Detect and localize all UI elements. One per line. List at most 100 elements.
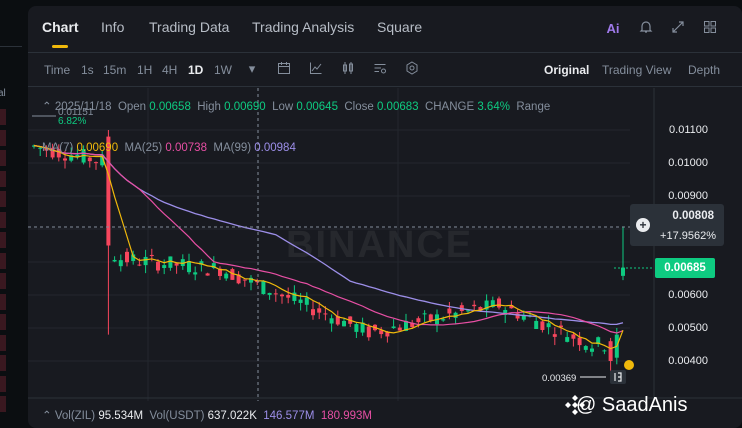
- view-original[interactable]: Original: [544, 63, 590, 77]
- tab-bar: Chart Info Trading Data Trading Analysis…: [28, 6, 742, 50]
- candle-body: [273, 293, 278, 295]
- candle-body: [360, 322, 365, 333]
- candle-body: [472, 304, 477, 307]
- candle-body: [385, 331, 390, 337]
- ohlc-legend: ⌃ 2025/11/18 Open 0.00658 High 0.00690 L…: [42, 99, 550, 113]
- side-row-bg: [0, 232, 6, 248]
- drawing-tools-icon[interactable]: [372, 61, 388, 77]
- active-tab-underline: [52, 45, 68, 48]
- candle-body: [199, 261, 204, 265]
- candle-body: [422, 313, 427, 315]
- side-row-bg: [0, 129, 6, 146]
- x-logo-icon: [565, 395, 585, 415]
- close-label: Close: [344, 101, 374, 113]
- candle-body: [230, 269, 235, 280]
- candle-body: [583, 346, 588, 350]
- event-badge[interactable]: [610, 370, 626, 384]
- candle-type-icon[interactable]: [340, 61, 356, 77]
- view-trading-view[interactable]: Trading View: [602, 63, 672, 77]
- tab-trading-analysis[interactable]: Trading Analysis: [252, 19, 355, 35]
- expand-icon[interactable]: [669, 20, 687, 38]
- candle-body: [87, 157, 92, 162]
- candle-body: [590, 348, 594, 352]
- interval-1s[interactable]: 1s: [81, 63, 94, 77]
- tab-square[interactable]: Square: [377, 19, 423, 35]
- candle-body: [621, 267, 625, 276]
- indicator-icon[interactable]: [308, 61, 324, 77]
- candle-body: [236, 274, 241, 284]
- candle-body: [131, 254, 136, 262]
- candle-body: [156, 261, 160, 271]
- view-depth[interactable]: Depth: [688, 63, 721, 77]
- more-intervals-icon[interactable]: ▾: [248, 61, 256, 76]
- candle-body: [50, 147, 55, 158]
- candle-body: [137, 264, 142, 266]
- ma7-value: 0.00690: [76, 142, 119, 154]
- candle-body: [404, 320, 408, 331]
- candle-body: [187, 261, 191, 273]
- close-value: 0.00683: [376, 101, 419, 113]
- interval-1h[interactable]: 1H: [137, 63, 153, 77]
- candle-body: [280, 294, 284, 297]
- ma-legend: MA(7) 0.00690 MA(25) 0.00738 MA(99) 0.00…: [42, 142, 296, 154]
- interval-time[interactable]: Time: [44, 63, 71, 77]
- y-axis-label: 0.00900: [668, 190, 708, 202]
- candle-body: [497, 298, 501, 308]
- candle-body: [503, 309, 508, 315]
- candle-body: [410, 322, 415, 328]
- interval-1w[interactable]: 1W: [214, 63, 232, 77]
- add-alert-icon[interactable]: +: [636, 218, 650, 232]
- candle-body: [125, 251, 129, 263]
- bell-icon[interactable]: [637, 20, 655, 38]
- interval-4h[interactable]: 4H: [162, 63, 178, 77]
- volume-legend: ⌃ Vol(ZIL) 95.534M Vol(USDT) 637.022K 14…: [42, 408, 372, 422]
- side-row-bg: [0, 375, 6, 392]
- side-row-bg: [0, 334, 6, 351]
- calendar-icon[interactable]: [276, 61, 292, 77]
- chart-panel: Chart Info Trading Data Trading Analysis…: [28, 6, 742, 428]
- event-dot[interactable]: [624, 360, 634, 370]
- crosshair-price: 0.00808: [672, 210, 714, 222]
- ai-icon[interactable]: Ai: [606, 21, 620, 36]
- side-row-bg: [0, 273, 6, 289]
- candlestick-chart[interactable]: [28, 6, 742, 428]
- high-marker-pct: 6.82%: [58, 116, 87, 127]
- settings-icon[interactable]: [404, 61, 420, 77]
- ma25-label: MA(25): [124, 142, 163, 154]
- candle-body: [366, 326, 371, 338]
- candle-body: [565, 337, 570, 342]
- candle-body: [218, 268, 222, 276]
- tab-chart[interactable]: Chart: [42, 19, 79, 35]
- collapse-icon[interactable]: ⌃: [42, 101, 55, 113]
- interval-15m[interactable]: 15m: [103, 63, 127, 77]
- candle-body: [342, 320, 346, 327]
- open-label: Open: [117, 101, 147, 113]
- tab-trading-data[interactable]: Trading Data: [149, 19, 230, 35]
- candle-body: [69, 155, 74, 161]
- toolbar-divider: [28, 86, 742, 87]
- candle-body: [292, 292, 297, 301]
- tab-info[interactable]: Info: [101, 19, 125, 35]
- candle-body: [546, 323, 551, 328]
- y-axis-label: 0.01100: [669, 124, 708, 136]
- candle-body: [416, 318, 421, 323]
- ma25-value: 0.00738: [165, 142, 207, 154]
- side-label: al: [0, 88, 6, 99]
- collapse-volume-icon[interactable]: ⌃: [42, 410, 55, 422]
- candle-body: [267, 292, 272, 295]
- vol-zil-value: 95.534M: [98, 410, 144, 422]
- interval-1d[interactable]: 1D: [188, 63, 204, 77]
- candle-body: [44, 147, 49, 151]
- candle-body: [149, 254, 154, 257]
- side-separator: [0, 46, 22, 47]
- low-marker-value: 0.00369: [542, 373, 577, 384]
- vol-usdt-label: Vol(USDT): [149, 410, 205, 422]
- tab-divider: [28, 52, 742, 53]
- candle-body: [428, 314, 433, 321]
- candle-body: [329, 318, 334, 324]
- vol-ma1-value: 146.577M: [263, 410, 315, 422]
- candle-body: [286, 294, 291, 298]
- grid-icon[interactable]: [701, 20, 719, 38]
- candle-body: [521, 315, 526, 320]
- candle-body: [559, 325, 563, 328]
